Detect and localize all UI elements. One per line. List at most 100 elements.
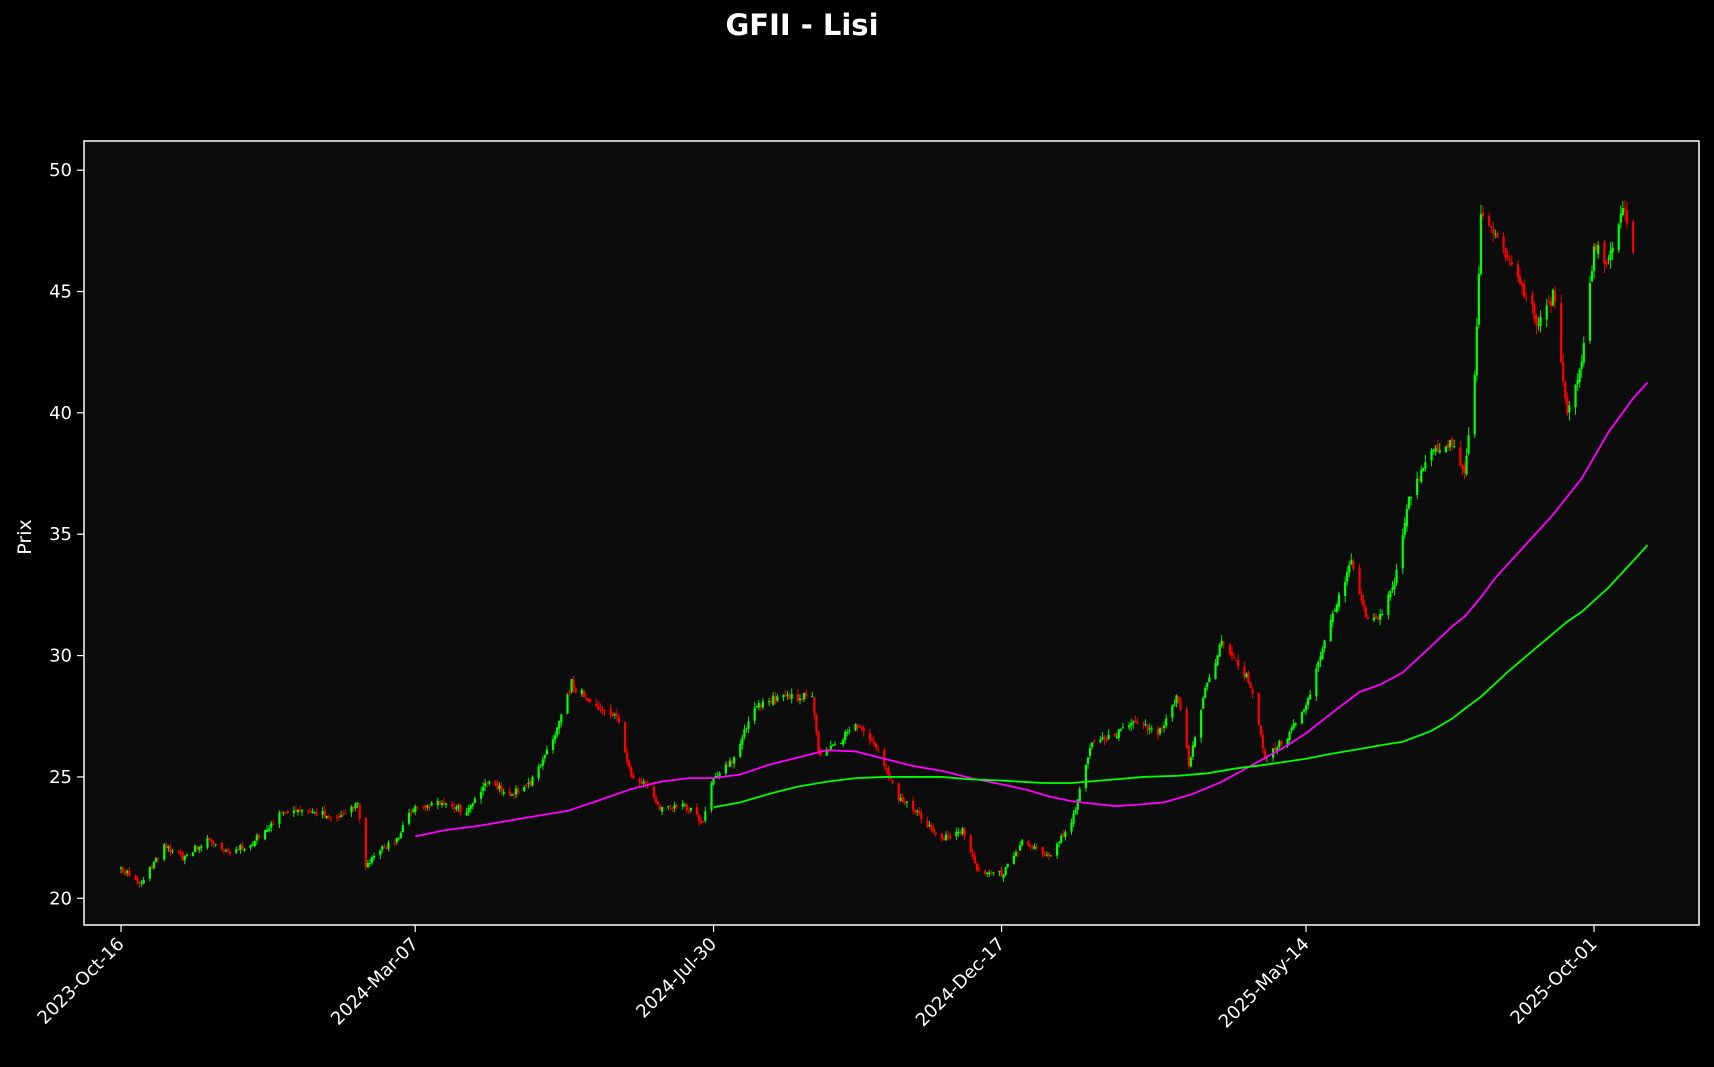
candle-up [1609,242,1612,269]
candle-up [580,687,583,698]
candle-body [1592,246,1596,271]
candle-up [955,827,958,840]
candle-down [1492,221,1495,242]
candle-body [584,698,588,700]
candle-body [1204,687,1207,698]
candle-body [1337,594,1341,607]
candle-up [1101,731,1104,741]
candle-up [811,692,814,698]
moving-average-line-1 [415,381,1649,838]
candle-up [321,806,324,819]
candle-up [905,800,909,808]
candle-body [856,725,859,728]
candle-up [753,702,756,725]
candle-down [500,782,503,796]
candle-body [1185,709,1188,748]
candle-down [630,765,633,779]
candle-body [154,858,158,862]
candle-up [1331,610,1334,628]
candle-body [1461,465,1464,470]
candle-up [1078,786,1081,802]
candle-body [311,811,314,813]
candle-up [1021,838,1024,847]
candle-down [1043,851,1046,856]
candle-up [772,692,775,706]
candle-down [486,780,489,788]
candle-up [613,712,616,719]
candle-body [1508,258,1511,260]
candle-up [1317,660,1320,672]
candle-body [971,853,974,857]
candle-up [399,831,402,839]
candle-down [1562,353,1565,387]
candle-body [963,827,966,836]
candle-body [1321,649,1324,660]
candle-body [1115,736,1118,738]
candle-body [805,692,808,697]
candle-up [757,700,760,711]
candle-body [1580,362,1583,370]
candle-body [992,872,995,874]
candle-body [1531,294,1534,305]
moving-average-lines [415,381,1649,838]
candle-body [1156,728,1160,736]
x-tick-label: 2024-Mar-07 [327,934,423,1030]
candle-body [220,842,223,850]
candle-down [220,841,223,852]
candle-body [486,782,489,784]
candle-down [1516,260,1520,283]
candle-body [986,872,989,874]
candle-body [340,815,343,817]
candle-body [119,867,123,870]
candle-body [1047,853,1050,856]
candle-body [327,815,330,818]
candle-body [1261,735,1264,749]
candle-body [482,786,485,792]
candle-body [1362,599,1365,607]
candle-body [498,785,501,789]
candle-up [1344,576,1347,603]
candle-body [208,838,211,840]
candle-down [973,851,976,864]
candle-up [1315,664,1318,701]
candle-down [1446,439,1450,451]
candle-up [899,793,902,802]
candle-body [1560,303,1563,362]
candle-body [788,694,791,699]
candle-body [1366,617,1369,620]
candle-body [539,765,542,767]
candle-up [395,837,398,845]
candle-down [1251,686,1254,699]
candle-up [1290,725,1293,734]
candle-body [1504,247,1507,259]
candle-up [465,807,468,816]
candle-body [776,696,779,701]
candle-down [309,807,312,813]
candle-body [488,781,491,784]
candle-body [152,861,156,869]
candle-down [1531,290,1534,314]
candle-down [977,864,981,873]
candle-up [191,852,195,857]
candle-body [280,812,283,814]
candle-up [786,690,789,700]
candle-body [891,779,894,783]
candle-body [955,832,958,837]
candle-body [842,739,845,745]
candle-body [1000,869,1003,877]
candle-body [1434,447,1437,452]
candle-body [321,811,324,815]
candle-up [498,782,501,793]
candle-body [210,839,213,843]
candle-body [1177,696,1180,702]
candle-body [1031,847,1034,849]
candle-down [897,782,900,804]
candle-body [556,727,559,736]
candle-down [800,698,804,702]
candle-up [1148,723,1151,735]
candle-body [1451,438,1454,446]
candle-up [554,731,557,744]
candle-body [718,773,721,776]
candle-up [545,745,548,755]
candle-body [469,805,472,809]
